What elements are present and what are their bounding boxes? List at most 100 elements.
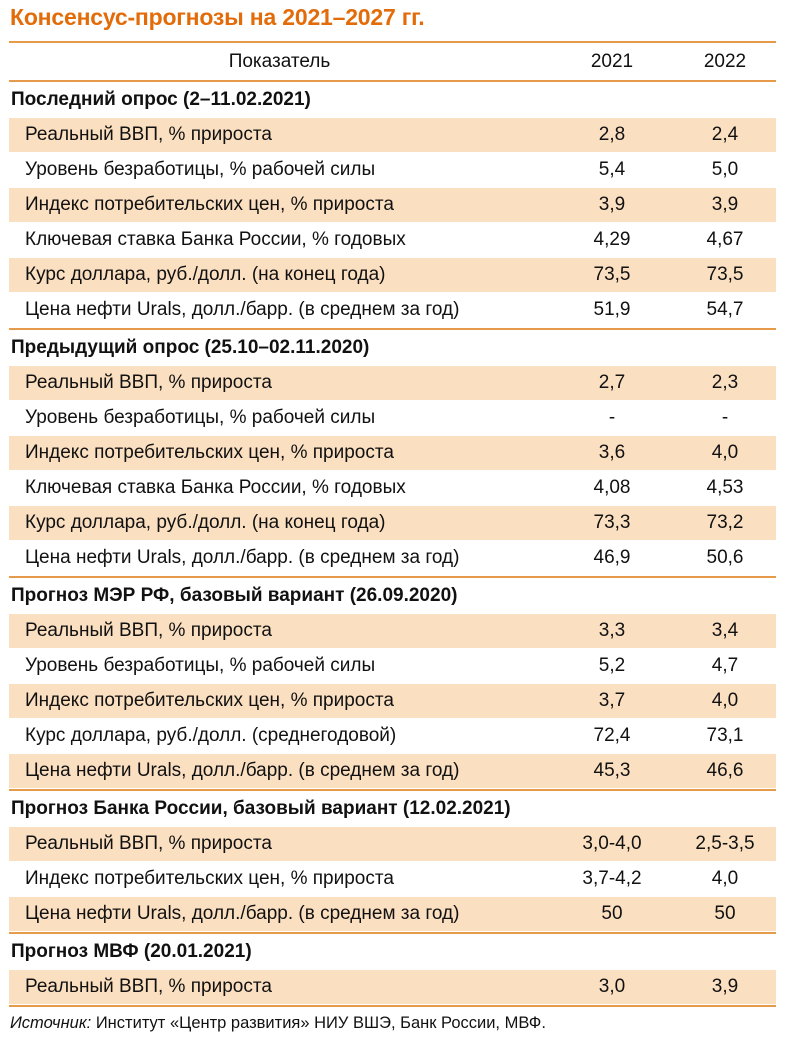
table-row: Индекс потребительских цен, % прироста 3,… [9,862,776,897]
table-row: Индекс потребительских цен, % прироста 3,… [9,436,776,471]
row-label: Индекс потребительских цен, % прироста [25,690,394,711]
table-row: Реальный ВВП, % прироста 2,7 2,3 [9,366,776,401]
table-row: Курс доллара, руб./долл. (на конец года)… [9,506,776,541]
value-2022: 3,9 [711,976,739,997]
section-group: Прогноз МВФ (20.01.2021) Реальный ВВП, % … [9,934,776,1007]
table-row: Уровень безработицы, % рабочей силы 5,2 4,… [9,649,776,684]
table-row: Цена нефти Urals, долл./барр. (в среднем… [9,541,776,576]
table-row: Ключевая ставка Банка России, % годовых 4… [9,223,776,258]
row-label: Уровень безработицы, % рабочей силы [25,159,376,180]
table-row: Реальный ВВП, % прироста 3,3 3,4 [9,614,776,649]
value-2022: - [721,407,729,428]
value-2022: 46,6 [706,760,744,781]
table-row: Реальный ВВП, % прироста 3,0-4,0 2,5-3,5 [9,827,776,862]
table-row: Уровень безработицы, % рабочей силы - - [9,401,776,436]
value-2021: 50 [601,903,623,924]
section-title: Предыдущий опрос (25.10–02.11.2020) [11,337,370,358]
value-2021: 3,7 [598,690,626,711]
header-indicator: Показатель [228,50,331,72]
row-label: Ключевая ставка Банка России, % годовых [25,477,406,498]
section-title: Прогноз Банка России, базовый вариант (1… [11,798,511,819]
table-row: Индекс потребительских цен, % прироста 3,… [9,684,776,719]
value-2021: 73,5 [593,264,631,285]
row-label: Цена нефти Urals, долл./барр. (в среднем… [25,299,460,320]
header-2021: 2021 [590,50,634,72]
row-label: Цена нефти Urals, долл./барр. (в среднем… [25,547,460,568]
page-title: Консенсус-прогнозы на 2021–2027 гг. [10,4,425,30]
value-2022: 3,9 [711,194,739,215]
row-label: Курс доллара, руб./долл. (на конец года) [25,264,386,285]
value-2022: 50 [714,903,736,924]
value-2021: 73,3 [593,512,631,533]
value-2021: - [608,407,616,428]
value-2021: 2,8 [598,124,626,145]
value-2021: 46,9 [593,547,631,568]
section-group: Прогноз Банка России, базовый вариант (1… [9,791,776,934]
row-label: Курс доллара, руб./долл. (среднегодовой) [25,725,397,746]
value-2021: 3,3 [598,620,626,641]
value-2022: 4,0 [711,690,739,711]
row-label: Уровень безработицы, % рабочей силы [25,655,376,676]
value-2022: 4,53 [706,477,744,498]
section-group: Предыдущий опрос (25.10–02.11.2020) Реаль… [9,330,776,578]
row-label: Курс доллара, руб./долл. (на конец года) [25,512,386,533]
value-2021: 3,9 [598,194,626,215]
table-row: Уровень безработицы, % рабочей силы 5,4 5,… [9,153,776,188]
row-label: Ключевая ставка Банка России, % годовых [25,229,406,250]
value-2021: 4,08 [593,477,631,498]
section-title: Прогноз МЭР РФ, базовый вариант (26.09.2… [11,585,458,606]
value-2022: 5,0 [711,159,739,180]
table-row: Индекс потребительских цен, % прироста 3,… [9,188,776,223]
table-row: Цена нефти Urals, долл./барр. (в среднем… [9,897,776,932]
value-2021: 5,2 [598,655,626,676]
table-body: Последний опрос (2–11.02.2021) Реальный В… [9,82,776,1007]
source-text: Институт «Центр развития» НИУ ВШЭ, Банк … [91,1014,546,1032]
row-label: Уровень безработицы, % рабочей силы [25,407,376,428]
value-2022: 73,5 [706,264,744,285]
value-2022: 4,0 [711,442,739,463]
value-2021: 3,0-4,0 [582,833,642,854]
value-2021: 3,7-4,2 [582,868,642,889]
row-label: Реальный ВВП, % прироста [25,620,272,641]
section-title: Прогноз МВФ (20.01.2021) [11,941,252,962]
section-title: Последний опрос (2–11.02.2021) [11,89,311,110]
value-2022: 54,7 [706,299,744,320]
row-label: Реальный ВВП, % прироста [25,124,272,145]
value-2021: 45,3 [593,760,631,781]
table-row: Курс доллара, руб./долл. (на конец года)… [9,258,776,293]
row-label: Реальный ВВП, % прироста [25,976,272,997]
value-2022: 4,7 [711,655,739,676]
section-group: Последний опрос (2–11.02.2021) Реальный В… [9,82,776,330]
value-2022: 2,5-3,5 [695,833,755,854]
table-row: Цена нефти Urals, долл./барр. (в среднем… [9,754,776,789]
row-label: Реальный ВВП, % прироста [25,372,272,393]
value-2022: 4,0 [711,868,739,889]
value-2021: 3,6 [598,442,626,463]
value-2021: 51,9 [593,299,631,320]
row-label: Цена нефти Urals, долл./барр. (в среднем… [25,903,460,924]
value-2022: 2,3 [711,372,739,393]
value-2021: 72,4 [593,725,631,746]
table-row: Цена нефти Urals, долл./барр. (в среднем… [9,293,776,328]
table-row: Реальный ВВП, % прироста 3,0 3,9 [9,970,776,1005]
row-label: Цена нефти Urals, долл./барр. (в среднем… [25,760,460,781]
header-2022: 2022 [703,50,747,72]
section-group: Прогноз МЭР РФ, базовый вариант (26.09.2… [9,578,776,791]
value-2022: 50,6 [706,547,744,568]
row-label: Индекс потребительских цен, % прироста [25,442,394,463]
value-2021: 4,29 [593,229,631,250]
row-label: Реальный ВВП, % прироста [25,833,272,854]
value-2022: 73,2 [706,512,744,533]
table-row: Курс доллара, руб./долл. (среднегодовой)… [9,719,776,754]
row-label: Индекс потребительских цен, % прироста [25,194,394,215]
value-2022: 73,1 [706,725,744,746]
table-row: Ключевая ставка Банка России, % годовых 4… [9,471,776,506]
table-row: Реальный ВВП, % прироста 2,8 2,4 [9,118,776,153]
row-label: Индекс потребительских цен, % прироста [25,868,394,889]
source-label: Источник: [10,1014,92,1032]
value-2022: 4,67 [706,229,744,250]
forecast-table: Показатель 2021 2022 Последний опрос (2–… [9,41,776,1007]
table-header: Показатель 2021 2022 [9,41,776,82]
value-2021: 3,0 [598,976,626,997]
value-2021: 5,4 [598,159,626,180]
